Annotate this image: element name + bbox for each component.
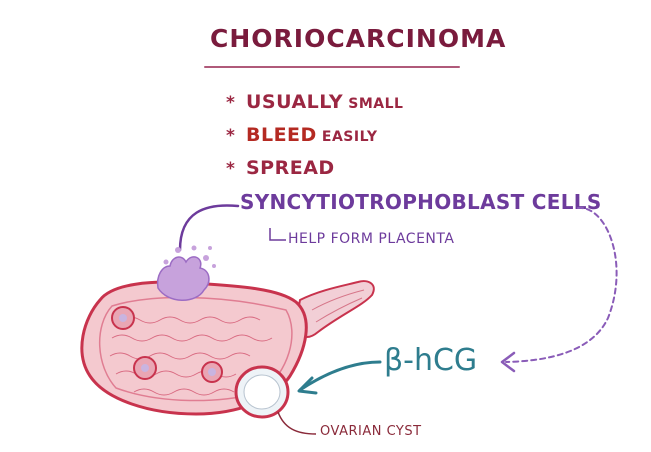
- hormone-arrow-line: [298, 360, 382, 392]
- placenta-bracket: [269, 228, 286, 241]
- bullet-text-bleed: Bleed: [245, 124, 317, 146]
- bullet-item-spread: * Spread: [226, 157, 335, 179]
- bhcg-label: β-hCG: [384, 343, 478, 378]
- secretion-arrow-head: [500, 351, 516, 373]
- bullet-star-icon: *: [226, 159, 235, 179]
- page-title: Choriocarcinoma: [210, 24, 507, 53]
- bullet-item-bleed-easily: * Bleed easily: [226, 124, 377, 146]
- title-underline: [204, 66, 460, 68]
- bullet-text-strong: Usually: [245, 91, 344, 113]
- follicle-icon: [111, 306, 135, 330]
- bullet-text-strong: Spread: [245, 157, 335, 179]
- bullet-star-icon: *: [226, 126, 235, 146]
- cell-connector-line: [178, 204, 240, 252]
- follicle-icon: [133, 356, 157, 380]
- follicle-icon: [201, 361, 223, 383]
- tumor-mass: [156, 245, 216, 301]
- bullet-item-usually-small: * Usually small: [226, 91, 403, 113]
- placenta-note: Help form placenta: [288, 231, 455, 247]
- bullet-text-light: easily: [321, 129, 378, 145]
- syncytiotrophoblast-label: Syncytiotrophoblast cells: [240, 190, 602, 214]
- ovarian-cyst-label: Ovarian cyst: [320, 424, 422, 439]
- ovary-texture: [109, 316, 273, 396]
- bullet-star-icon: *: [226, 93, 235, 113]
- cyst-leader-line: [277, 411, 317, 435]
- hormone-arrow-head: [297, 376, 318, 395]
- bullet-text-light: small: [348, 96, 404, 112]
- secretion-arrow-line: [505, 206, 618, 363]
- ovarian-cyst: [234, 365, 290, 419]
